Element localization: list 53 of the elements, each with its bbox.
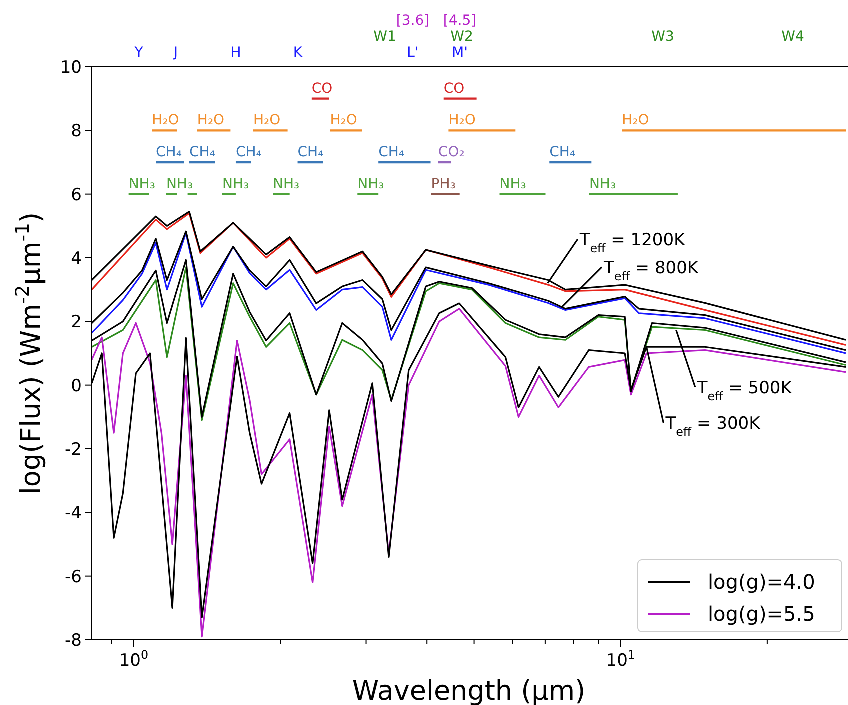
x-tick-label: 10$^{0}$ <box>119 648 149 671</box>
text: L' <box>407 45 419 61</box>
series-label: NH₃ <box>589 176 616 192</box>
y-tick-label: -4 <box>65 504 82 524</box>
y-tick-label: 6 <box>71 185 82 206</box>
y-tick-label: -6 <box>65 567 82 588</box>
annotation: T$_{eff}$ = 1200K <box>578 230 686 256</box>
series-label: NH₃ <box>500 176 526 192</box>
legend-label: log(g)=4.0 <box>708 570 816 594</box>
series-label: CH₄ <box>189 144 216 160</box>
y-tick-label: 2 <box>71 312 82 333</box>
annotation: T$_{eff}$ = 300K <box>664 414 762 440</box>
series-label: CH₄ <box>550 144 576 160</box>
series-label: CO <box>312 80 333 97</box>
series-label: NH₃ <box>166 176 194 192</box>
series-label: H₂O <box>622 112 650 129</box>
text: Y <box>134 45 144 61</box>
text: M' <box>452 45 468 61</box>
y-tick-label: 4 <box>71 249 82 269</box>
text: W1 <box>374 29 396 45</box>
text: J <box>172 45 178 61</box>
series-label: PH₃ <box>431 176 456 192</box>
text: W3 <box>652 29 674 45</box>
series-label: H₂O <box>152 112 180 129</box>
series-label: CH₄ <box>236 144 262 160</box>
y-tick-label: 10 <box>60 58 82 78</box>
series-label: H₂O <box>197 112 225 129</box>
text: W4 <box>782 29 804 45</box>
annotation: T$_{eff}$ = 500K <box>696 378 793 404</box>
legend-label: log(g)=5.5 <box>708 602 816 626</box>
series-label: H₂O <box>254 112 281 129</box>
y-tick-label: 0 <box>71 376 82 396</box>
series-label: NH₃ <box>273 176 300 192</box>
series-label: NH₃ <box>358 176 384 192</box>
y-tick-label: -8 <box>65 631 82 651</box>
series-label: CH₄ <box>378 144 405 160</box>
annotation: T$_{eff}$ = 800K <box>602 258 700 284</box>
x-tick-label: 10$^{1}$ <box>606 648 636 671</box>
y-tick-label: -2 <box>65 440 82 460</box>
y-tick-label: 8 <box>71 122 82 142</box>
series-label: H₂O <box>448 112 476 129</box>
series-label: CO <box>444 80 465 97</box>
text: [3.6] <box>396 13 430 29</box>
text: K <box>293 45 304 61</box>
text: W2 <box>450 29 474 45</box>
series-label: NH₃ <box>222 176 250 192</box>
text: H <box>230 45 242 61</box>
series-label: H₂O <box>330 112 358 129</box>
series-label: NH₃ <box>128 176 156 192</box>
series-label: CH₄ <box>156 144 182 160</box>
series-label: CO₂ <box>438 144 465 160</box>
text: [4.5] <box>443 13 477 29</box>
series-label: CH₄ <box>298 144 324 160</box>
